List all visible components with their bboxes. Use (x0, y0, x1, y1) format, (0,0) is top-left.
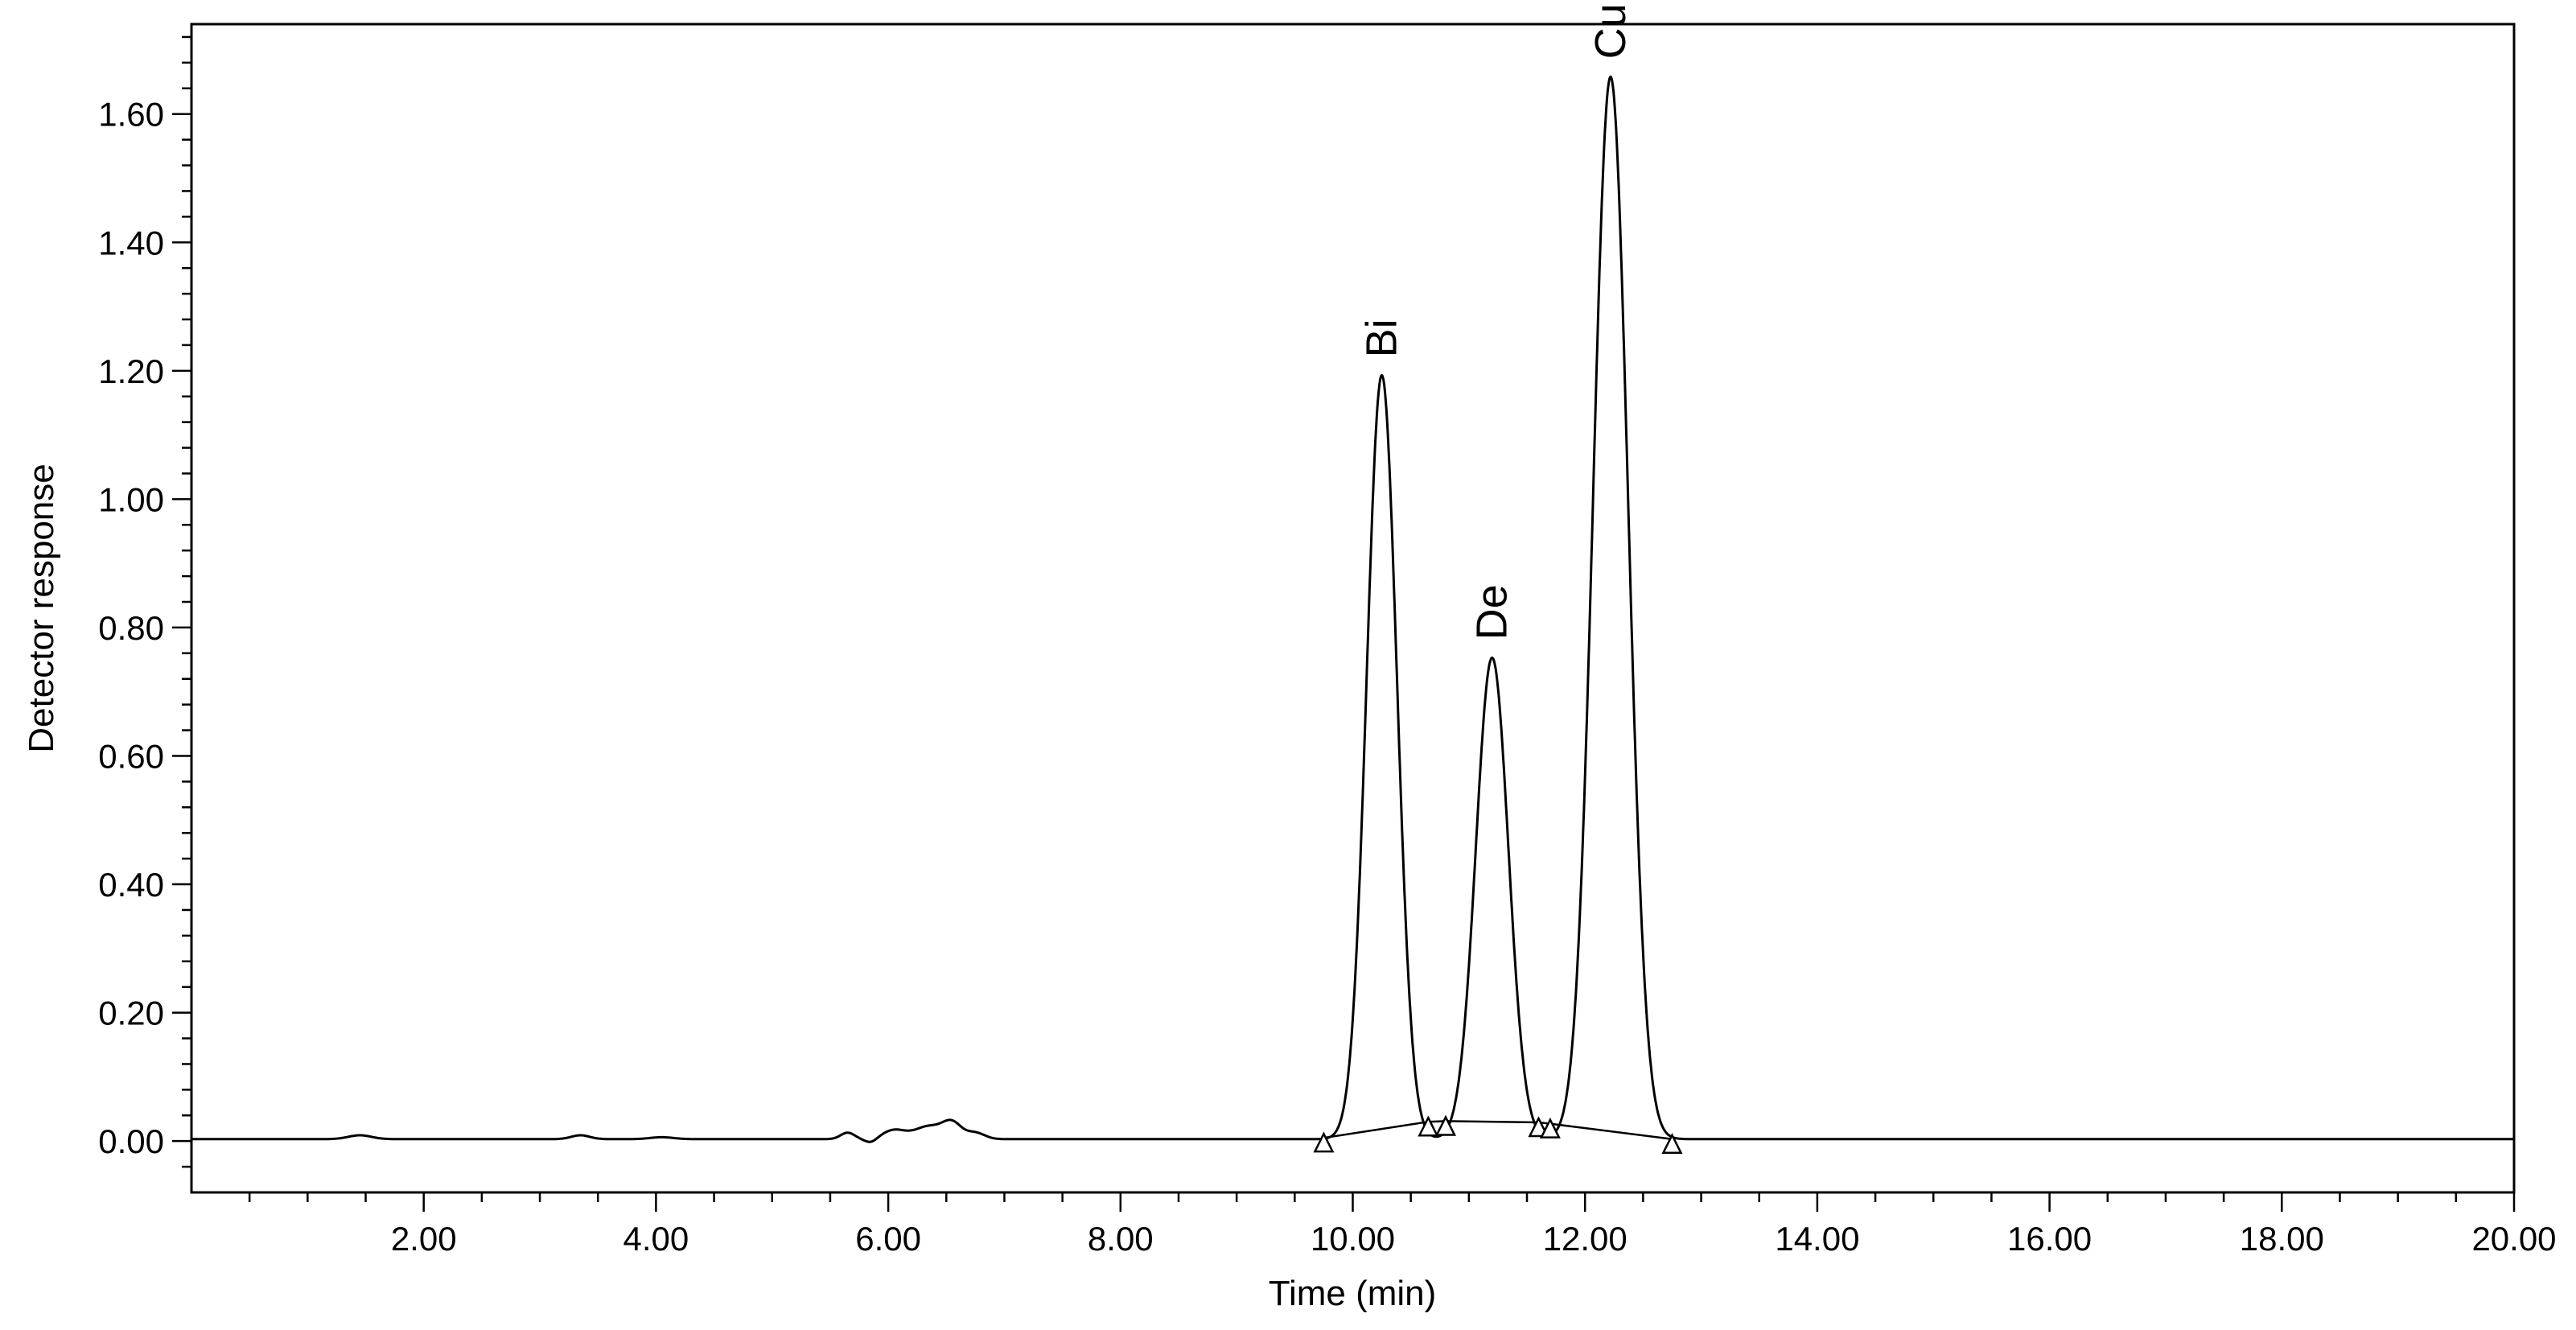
y-tick-label: 0.00 (98, 1122, 164, 1160)
x-tick-label: 12.00 (1543, 1220, 1627, 1258)
x-axis: 2.00 4.00 6.00 8.00 10.00 12.00 14.00 16.00 18.0… (391, 1192, 2557, 1258)
y-tick-label: 1.00 (98, 480, 164, 518)
peak-label-bi: Bi (1358, 319, 1406, 357)
peak-labels: Bi De Cu (1358, 3, 1635, 640)
x-tick-label: 8.00 (1088, 1220, 1154, 1258)
integration-marker (1434, 1114, 1457, 1136)
y-tick-label: 0.40 (98, 866, 164, 904)
integration-marker (1418, 1115, 1439, 1137)
x-axis-title: Time (min) (1269, 1274, 1437, 1313)
y-tick-label: 1.20 (98, 352, 164, 390)
integration-markers (1313, 1114, 1683, 1155)
peak-label-de: De (1468, 584, 1516, 640)
integration-marker (1661, 1132, 1683, 1155)
y-tick-label: 0.80 (98, 609, 164, 647)
series-line-trace (191, 75, 2515, 1143)
x-tick-label: 20.00 (2471, 1220, 2556, 1258)
y-axis: 0.00 0.20 0.40 0.60 0.80 1.00 1.20 1.40 1.60 (98, 96, 191, 1160)
integration-marker (1313, 1131, 1335, 1153)
integration-marker (1539, 1117, 1561, 1139)
integration-baseline (1323, 1120, 1673, 1141)
x-tick-label: 10.00 (1311, 1220, 1395, 1258)
integration-baseline-line (1323, 1120, 1673, 1141)
y-axis-title: Detector response (22, 463, 61, 753)
y-tick-label: 0.20 (98, 994, 164, 1032)
x-tick-label: 14.00 (1775, 1220, 1859, 1258)
x-tick-label: 2.00 (391, 1220, 457, 1258)
integration-marker (1528, 1116, 1549, 1138)
x-tick-label: 4.00 (623, 1220, 689, 1258)
y-tick-label: 1.60 (98, 96, 164, 134)
peak-label-cu: Cu (1586, 3, 1635, 59)
x-tick-label: 6.00 (855, 1220, 921, 1258)
minor-ticks (182, 35, 2458, 1202)
x-tick-label: 18.00 (2240, 1220, 2324, 1258)
y-tick-label: 1.40 (98, 224, 164, 261)
y-tick-label: 0.60 (98, 737, 164, 775)
x-tick-label: 16.00 (2007, 1220, 2092, 1258)
